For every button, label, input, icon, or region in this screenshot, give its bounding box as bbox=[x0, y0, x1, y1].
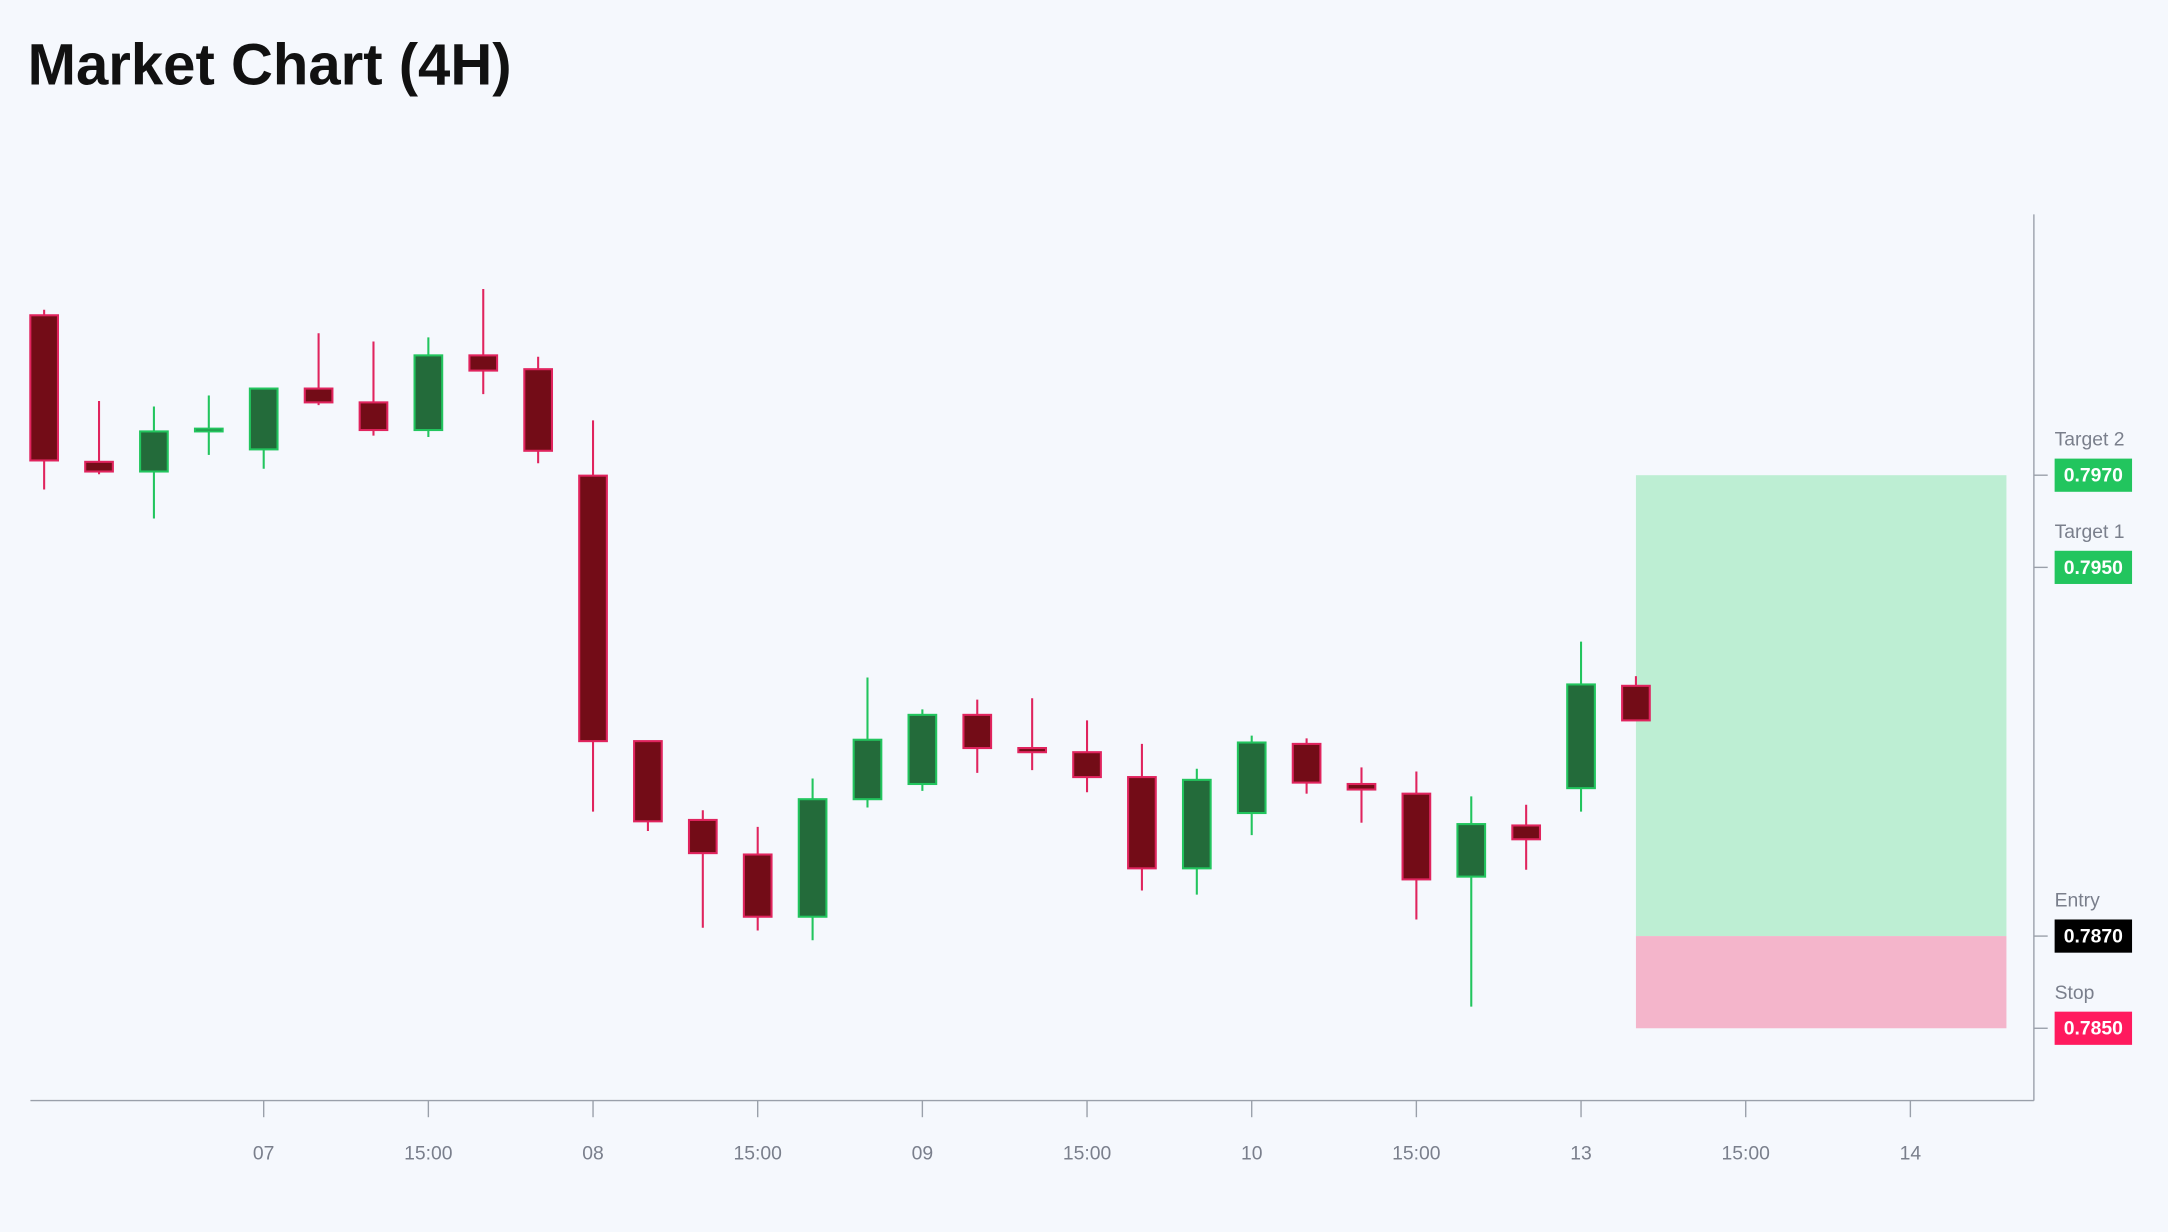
level-price: 0.7970 bbox=[2064, 465, 2123, 487]
candle-body bbox=[962, 713, 993, 750]
candle-body bbox=[852, 738, 883, 801]
level-price: 0.7870 bbox=[2064, 926, 2123, 948]
candle-body bbox=[193, 427, 224, 433]
x-tick-label: 10 bbox=[1241, 1143, 1263, 1165]
candle-body bbox=[1511, 824, 1542, 841]
x-tick-label: 09 bbox=[912, 1143, 934, 1165]
candle-body bbox=[578, 474, 608, 743]
candle-body bbox=[633, 740, 663, 823]
candle-body bbox=[687, 818, 718, 855]
candle-body bbox=[1456, 823, 1487, 878]
candle-body bbox=[742, 853, 773, 918]
candle-body bbox=[303, 387, 334, 404]
level-name: Target 2 bbox=[2055, 429, 2125, 451]
candle-body bbox=[1017, 747, 1048, 754]
x-tick-label: 14 bbox=[1900, 1143, 1922, 1165]
candle-body bbox=[358, 401, 389, 432]
level-price: 0.7950 bbox=[2064, 557, 2123, 579]
level-badge bbox=[2054, 550, 2133, 584]
chart-title: Market Chart (4H) bbox=[28, 33, 512, 98]
candle-body bbox=[1621, 684, 1651, 722]
candle-body bbox=[29, 314, 60, 462]
x-tick-label: 15:00 bbox=[404, 1143, 452, 1165]
candle-body bbox=[1401, 792, 1432, 881]
candle-body bbox=[797, 798, 828, 918]
loss-zone bbox=[1635, 936, 2007, 1029]
candle-body bbox=[1291, 742, 1322, 784]
level-badge bbox=[2054, 919, 2133, 953]
candle-body bbox=[413, 354, 444, 432]
level-price: 0.7850 bbox=[2064, 1018, 2123, 1040]
level-name: Stop bbox=[2055, 982, 2095, 1004]
level-name: Target 1 bbox=[2055, 521, 2125, 543]
candle-body bbox=[84, 460, 114, 473]
candle-body bbox=[468, 354, 499, 372]
level-name: Entry bbox=[2055, 890, 2100, 912]
x-tick-label: 15:00 bbox=[733, 1143, 781, 1165]
candle-body bbox=[907, 713, 938, 786]
candle-body bbox=[523, 368, 554, 452]
x-tick-label: 15:00 bbox=[1063, 1143, 1111, 1165]
profit-zone bbox=[1635, 475, 2007, 937]
candle-body bbox=[1346, 782, 1377, 791]
candle-body bbox=[139, 430, 169, 473]
x-tick-label: 15:00 bbox=[1722, 1143, 1770, 1165]
candle-body bbox=[1236, 741, 1267, 815]
x-tick-label: 13 bbox=[1570, 1143, 1592, 1165]
candle-body bbox=[1072, 751, 1102, 779]
x-tick-label: 15:00 bbox=[1392, 1143, 1440, 1165]
level-badge bbox=[2054, 458, 2133, 492]
level-badge bbox=[2054, 1011, 2133, 1045]
candle-body bbox=[1181, 778, 1212, 870]
candle-body bbox=[1127, 776, 1157, 870]
x-tick-label: 08 bbox=[582, 1143, 604, 1165]
candle-body bbox=[248, 387, 279, 451]
x-tick-label: 07 bbox=[253, 1143, 275, 1165]
candle-body bbox=[1566, 683, 1596, 790]
